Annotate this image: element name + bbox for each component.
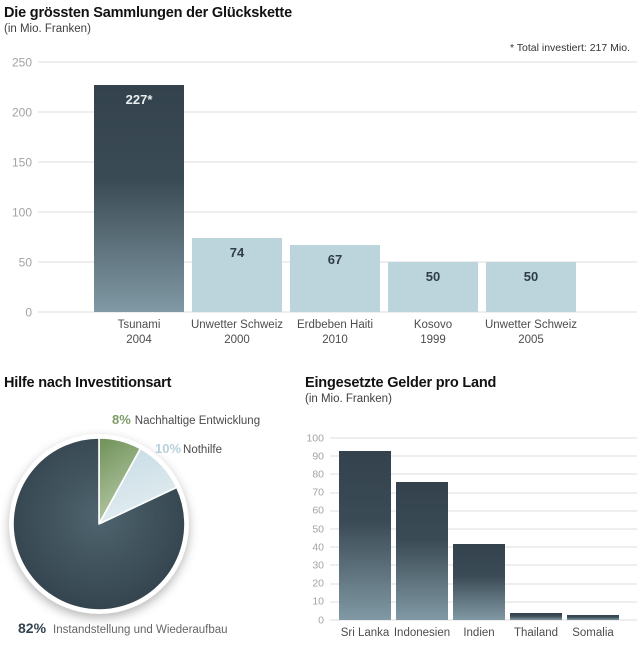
y-tick-label: 200 <box>11 105 32 119</box>
y-tick-label: 10 <box>312 595 324 608</box>
label-nothilfe: Nothilfe <box>183 444 223 456</box>
bar-indonesien <box>396 482 448 620</box>
y-tick-label: 50 <box>312 523 324 535</box>
y-tick-label: 30 <box>312 559 324 572</box>
gridline-250: 250 <box>12 55 637 69</box>
bar-value-label: 50 <box>523 269 539 284</box>
pct-nachhaltige: 8% <box>112 412 131 427</box>
bar-thailand <box>510 613 562 620</box>
country-chart-title: Eingesetzte Gelder pro Land <box>305 375 497 391</box>
gridline-80: 80 <box>312 468 637 480</box>
x-label-tsunami-2004: Tsunami 2004 <box>117 319 161 346</box>
pie-slice-dark <box>12 437 186 611</box>
y-tick-label: 40 <box>312 541 324 554</box>
gridline-150: 150 <box>12 155 637 169</box>
total-invested-footnote: * Total investiert: 217 Mio. <box>509 42 630 54</box>
y-tick-label: 60 <box>312 504 324 517</box>
bar-tsunami-2004: 227* <box>94 85 184 312</box>
collections-chart-subtitle: (in Mio. Franken) <box>4 23 91 35</box>
y-tick-label: 0 <box>318 614 324 626</box>
y-tick-label: 0 <box>25 305 32 319</box>
chart-collections-section: Die grössten Sammlungen der Glückskette … <box>4 5 637 346</box>
gridline-200: 200 <box>12 105 637 119</box>
y-tick-label: 20 <box>312 577 324 590</box>
gridline-70: 70 <box>312 487 637 499</box>
callout-nothilfe: 10% Nothilfe <box>155 441 222 456</box>
gridline-100: 100 <box>306 432 637 444</box>
bar-erdbeben-haiti-2010: 67 <box>290 245 380 312</box>
x-label-kosovo-1999: Kosovo 1999 <box>413 319 453 346</box>
y-tick-label: 100 <box>11 205 32 219</box>
investment-chart-title: Hilfe nach Investitionsart <box>4 375 172 391</box>
pct-instandstellung: 82% <box>18 620 47 636</box>
gridline-0: 0 <box>318 614 637 626</box>
callout-nachhaltige-entwicklung: 8% Nachhaltige Entwicklung <box>112 412 260 427</box>
bar-kosovo-1999: 50 <box>388 262 478 312</box>
y-tick-label: 80 <box>312 468 324 481</box>
x-label-erdbeben-haiti-2010: Erdbeben Haiti 2010 <box>296 319 374 346</box>
gridline-60: 60 <box>312 505 637 517</box>
country-bar-plot: 0 10 20 30 40 50 60 70 80 90 100 Sri Lanka Indonesie… <box>306 432 637 639</box>
bar-value-label: 74 <box>229 245 245 260</box>
investment-type-section: Hilfe nach Investitionsart <box>0 370 300 657</box>
bar-sri-lanka <box>339 451 391 620</box>
y-tick-label: 250 <box>11 55 32 69</box>
y-tick-label: 150 <box>11 155 32 169</box>
gridline-100: 100 <box>12 205 637 219</box>
x-label-unwetter-schweiz-2000: Unwetter Schweiz 2000 <box>190 319 284 346</box>
per-country-section: Eingesetzte Gelder pro Land (in Mio. Fra… <box>300 370 640 657</box>
gridline-50: 50 <box>312 523 637 535</box>
label-nachhaltige: Nachhaltige Entwicklung <box>134 415 261 427</box>
x-label-unwetter-schweiz-2005: Unwetter Schweiz 2005 <box>484 319 578 346</box>
bar-value-label: 67 <box>327 252 343 267</box>
x-label-indien: Indien <box>463 627 495 639</box>
investment-pie-chart <box>9 434 189 614</box>
gridline-90: 90 <box>312 450 637 462</box>
x-label-sri-lanka: Sri Lanka <box>340 627 390 639</box>
x-label-thailand: Thailand <box>513 627 559 639</box>
x-label-indonesien: Indonesien <box>393 627 451 639</box>
y-tick-label: 100 <box>306 432 324 444</box>
bar-unwetter-schweiz-2000: 74 <box>192 238 282 312</box>
y-tick-label: 90 <box>312 450 324 463</box>
pct-nothilfe: 10% <box>155 441 182 456</box>
bar-unwetter-schweiz-2005: 50 <box>486 262 576 312</box>
bar-value-label: 50 <box>425 269 441 284</box>
bar-indien <box>453 544 505 620</box>
label-instandstellung: Instandstellung und Wiederaufbau <box>53 624 228 636</box>
gridline-0: 0 <box>25 305 637 319</box>
x-label-somalia: Somalia <box>572 627 614 639</box>
country-chart-subtitle: (in Mio. Franken) <box>305 393 392 405</box>
y-tick-label: 70 <box>312 486 324 499</box>
pie-area: 8% Nachhaltige Entwicklung 10% Nothilfe 82… <box>0 370 300 657</box>
collections-chart-title: Die grössten Sammlungen der Glückskette <box>4 5 292 21</box>
bar-value-label: 227* <box>125 92 153 107</box>
collections-bar-plot: 0 50 100 150 200 250 227* Tsunami 2004 74 Unwetter… <box>12 55 637 346</box>
y-tick-label: 50 <box>18 255 32 269</box>
callout-instandstellung: 82% Instandstellung und Wiederaufbau <box>18 620 228 636</box>
bar-somalia <box>567 615 619 620</box>
